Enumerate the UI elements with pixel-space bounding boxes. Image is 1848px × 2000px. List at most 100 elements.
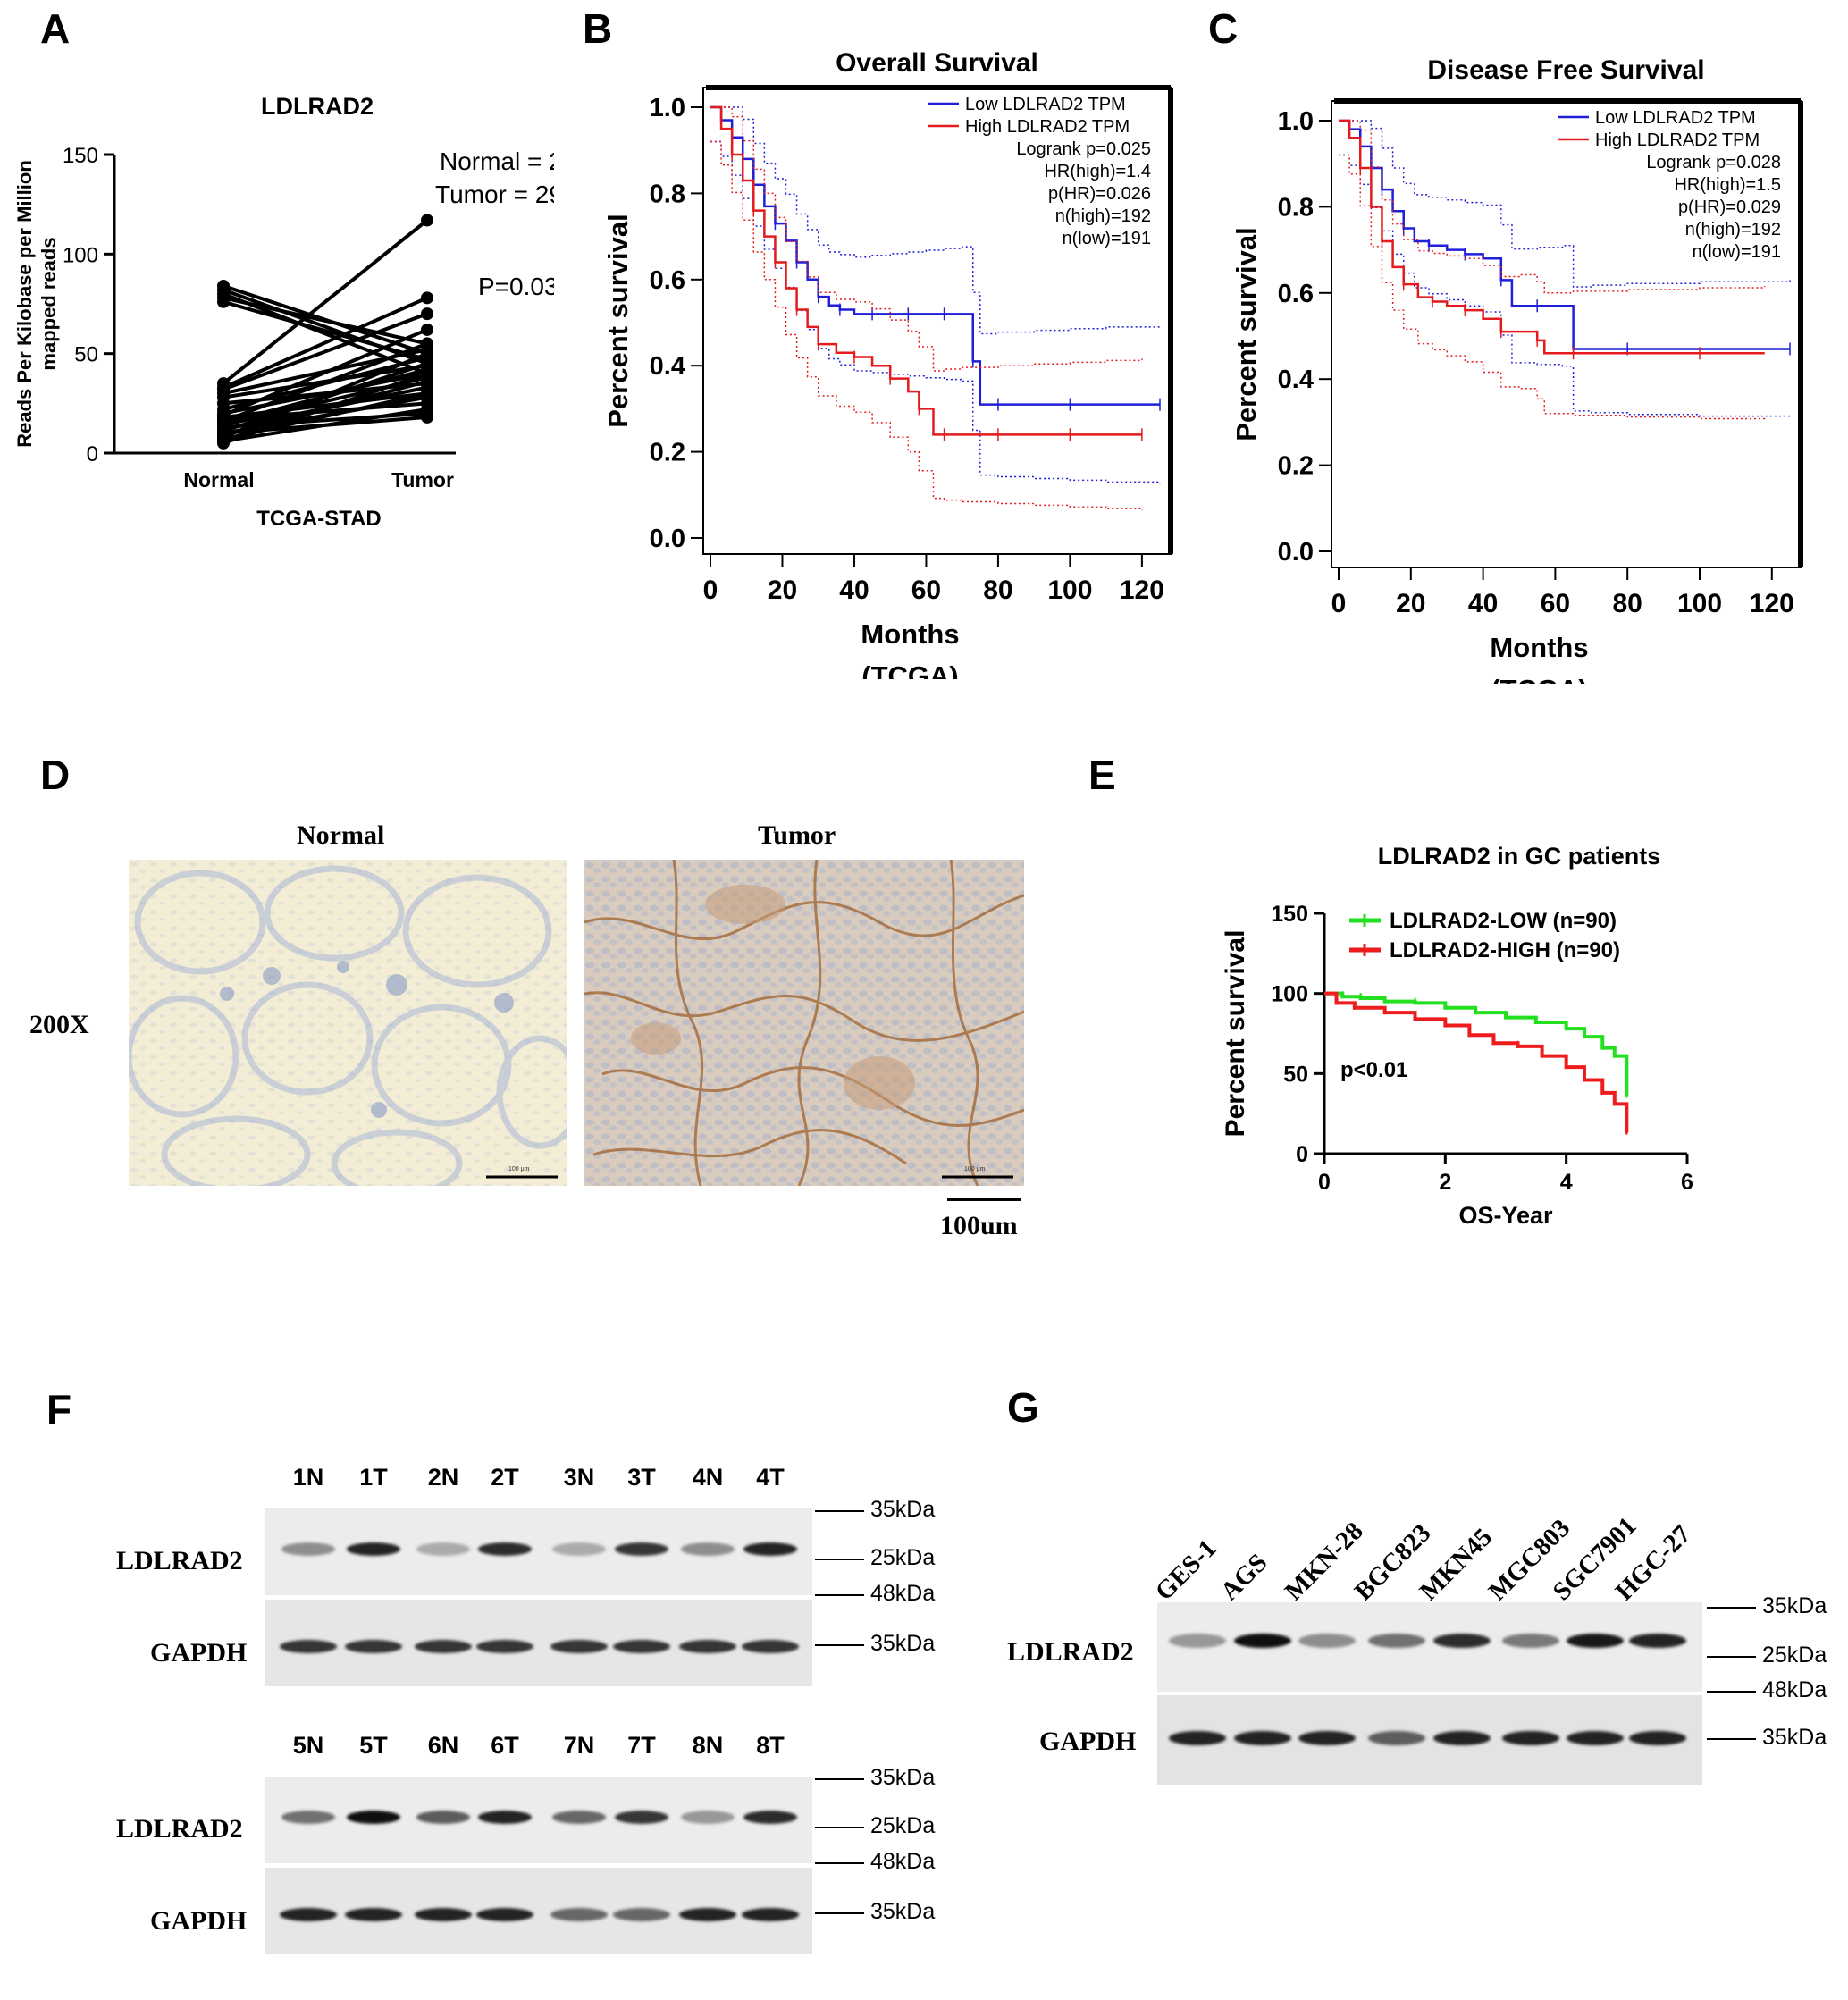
chart-a-ytick-label: 150 bbox=[63, 144, 98, 168]
chart-c-ci-upper-1 bbox=[1339, 120, 1766, 294]
band-gapdh-bottom bbox=[679, 1908, 736, 1921]
blot-strip-ldlrad2-bottom bbox=[265, 1777, 812, 1863]
marker-35-gapdh-top-label: 35kDa bbox=[870, 1631, 936, 1656]
histology-label-tumor: Tumor bbox=[758, 820, 836, 850]
chart-e-ytick-label: 50 bbox=[1283, 1062, 1308, 1087]
chart-c-ytick-label: 0.2 bbox=[1278, 452, 1314, 481]
chart-c-xtick-label: 80 bbox=[1613, 589, 1642, 618]
chart-a-pair-line bbox=[223, 372, 428, 445]
marker-48-gapdh-g-line bbox=[1707, 1691, 1756, 1693]
chart-b-overall-survival: Overall Survival 0.0 0.2 0.4 0.6 0.8 1.0 0 20 40 6… bbox=[602, 48, 1173, 679]
lane-label-top-3: 2T bbox=[491, 1464, 519, 1491]
band-ldlrad2-top bbox=[552, 1542, 606, 1556]
blot-strip-ldlrad2-top bbox=[265, 1508, 812, 1595]
band-gapdh-g bbox=[1433, 1731, 1491, 1745]
chart-c-legend-item: Low LDLRAD2 TPM bbox=[1595, 108, 1756, 128]
chart-a-pair-line bbox=[223, 341, 428, 424]
panel-letter-d: D bbox=[40, 752, 71, 798]
band-ldlrad2-bottom bbox=[281, 1811, 335, 1824]
band-ldlrad2-g bbox=[1169, 1634, 1226, 1648]
chart-a-point-tumor bbox=[421, 387, 433, 400]
band-gapdh-g bbox=[1234, 1731, 1291, 1745]
chart-a-pair-line bbox=[223, 299, 428, 362]
chart-e-xtick-label: 6 bbox=[1681, 1170, 1693, 1195]
band-gapdh-top bbox=[679, 1640, 736, 1653]
chart-a-annotation-tumor: Tumor = 29 bbox=[435, 181, 554, 208]
lane-label-top-0: 1N bbox=[292, 1464, 324, 1491]
magnification-label: 200X bbox=[29, 1010, 89, 1039]
chart-b-xtick-label: 80 bbox=[983, 576, 1012, 605]
band-gapdh-top bbox=[345, 1640, 402, 1653]
band-gapdh-bottom bbox=[345, 1908, 402, 1921]
marker-48-gapdh-bottom-label: 48kDa bbox=[870, 1849, 936, 1874]
marker-48-gapdh-bottom-line bbox=[815, 1862, 864, 1864]
band-ldlrad2-top bbox=[478, 1542, 532, 1556]
chart-e-legend-item: LDLRAD2-HIGH (n=90) bbox=[1390, 938, 1620, 962]
chart-b-xtick-label: 0 bbox=[703, 576, 718, 605]
marker-48-gapdh-g-label: 48kDa bbox=[1762, 1677, 1827, 1702]
band-ldlrad2-g bbox=[1502, 1634, 1559, 1648]
row-label-ldlrad2-g: LDLRAD2 bbox=[1007, 1637, 1134, 1667]
chart-c-ci-lower-1 bbox=[1339, 154, 1766, 421]
marker-35-gapdh-top-line bbox=[815, 1644, 864, 1646]
chart-a-point-tumor bbox=[421, 337, 433, 350]
chart-b-legend-stat: n(high)=192 bbox=[1055, 206, 1151, 226]
lane-label-top-5: 3T bbox=[627, 1464, 656, 1491]
chart-e-ytick-label: 100 bbox=[1271, 982, 1308, 1007]
chart-a-point-tumor bbox=[421, 291, 433, 305]
chart-b-legend-item: High LDLRAD2 TPM bbox=[965, 117, 1130, 137]
row-label-ldlrad2-top: LDLRAD2 bbox=[116, 1546, 243, 1576]
chart-a-pair bbox=[217, 366, 433, 450]
chart-a-point-tumor bbox=[421, 347, 433, 360]
band-gapdh-bottom bbox=[476, 1908, 533, 1921]
chart-a-pair-line bbox=[223, 351, 428, 440]
chart-a-point-tumor bbox=[421, 307, 433, 321]
chart-c-title: Disease Free Survival bbox=[1427, 55, 1704, 85]
chart-a-point-tumor bbox=[421, 214, 433, 227]
chart-b-ytick-label: 0.6 bbox=[650, 266, 685, 295]
chart-b-series-0 bbox=[710, 105, 1160, 406]
chart-a-pair-line bbox=[223, 296, 428, 346]
chart-a-ylabel-1: Reads Per Kilobase per Million bbox=[13, 160, 36, 448]
panel-letter-f: F bbox=[46, 1386, 72, 1433]
band-ldlrad2-bottom bbox=[681, 1811, 735, 1824]
chart-b-series-1 bbox=[710, 105, 1142, 436]
chart-a-pair-line bbox=[223, 328, 428, 417]
band-ldlrad2-bottom bbox=[615, 1811, 668, 1824]
chart-a-pair-line bbox=[223, 312, 428, 391]
marker-25-ldlrad2-bottom-line bbox=[815, 1827, 864, 1828]
chart-c-ytick-label: 0.0 bbox=[1278, 538, 1314, 567]
band-ldlrad2-bottom bbox=[347, 1811, 400, 1824]
chart-a-point-normal bbox=[217, 295, 230, 308]
band-gapdh-g bbox=[1567, 1731, 1624, 1745]
chart-b-legend-item: Low LDLRAD2 TPM bbox=[965, 95, 1126, 114]
row-label-gapdh-bottom: GAPDH bbox=[150, 1906, 248, 1936]
chart-c-ytick-label: 0.4 bbox=[1278, 366, 1314, 394]
histology-label-normal: Normal bbox=[297, 820, 385, 850]
histology-image-normal: 100 μm bbox=[129, 860, 567, 1186]
blot-strip-gapdh-top bbox=[265, 1600, 812, 1686]
chart-b-ci-upper-0 bbox=[710, 106, 1161, 335]
band-gapdh-g bbox=[1502, 1731, 1559, 1745]
row-label-gapdh-top: GAPDH bbox=[150, 1638, 248, 1668]
chart-e-pvalue: p<0.01 bbox=[1340, 1058, 1407, 1082]
chart-c-legend-stat: p(HR)=0.029 bbox=[1678, 197, 1781, 217]
chart-a-point-tumor bbox=[421, 323, 433, 336]
chart-a-pair-line bbox=[223, 361, 428, 433]
band-gapdh-top bbox=[613, 1640, 670, 1653]
blot-strip-gapdh-bottom bbox=[265, 1868, 812, 1954]
chart-e-series-1 bbox=[1324, 991, 1629, 1133]
band-ldlrad2-g bbox=[1234, 1634, 1291, 1648]
chart-c-xtick-label: 40 bbox=[1468, 589, 1498, 618]
marker-25-ldlrad2-bottom-label: 25kDa bbox=[870, 1813, 936, 1838]
blot-strip-gapdh-g bbox=[1157, 1695, 1702, 1785]
band-ldlrad2-g bbox=[1433, 1634, 1491, 1648]
marker-25-ldlrad2-g-line bbox=[1707, 1656, 1756, 1658]
band-ldlrad2-top bbox=[681, 1542, 735, 1556]
chart-a-ytick-label: 0 bbox=[87, 442, 98, 466]
chart-b-ytick-label: 1.0 bbox=[650, 94, 685, 122]
chart-b-legend-stat: p(HR)=0.026 bbox=[1048, 184, 1151, 204]
row-label-gapdh-g: GAPDH bbox=[1039, 1727, 1137, 1756]
chart-c-series-1 bbox=[1339, 119, 1765, 355]
chart-a-point-tumor bbox=[421, 366, 433, 380]
